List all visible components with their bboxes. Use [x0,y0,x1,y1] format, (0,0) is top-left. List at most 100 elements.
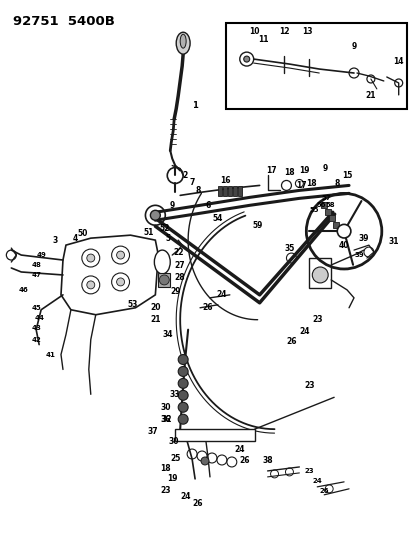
Circle shape [178,402,188,412]
Circle shape [178,378,188,389]
Text: 52: 52 [159,224,169,233]
Text: 23: 23 [303,381,314,390]
Text: 49: 49 [36,252,46,258]
Circle shape [337,224,350,238]
Text: 45: 45 [31,305,41,311]
Text: 39: 39 [358,233,368,243]
Text: 40: 40 [338,240,349,249]
Text: 43: 43 [31,325,41,330]
Text: 18: 18 [283,168,294,177]
Bar [325,209,330,215]
Text: 37: 37 [147,426,157,435]
Text: 18: 18 [159,464,170,473]
Circle shape [178,354,188,365]
Text: 3: 3 [52,236,57,245]
Bar [320,203,326,208]
Text: 14: 14 [392,56,403,66]
Text: 8: 8 [195,186,200,195]
Text: 92751  5400B: 92751 5400B [13,15,115,28]
Circle shape [201,457,209,465]
Text: 24: 24 [180,492,190,502]
Text: 47: 47 [31,272,41,278]
Bar [232,187,236,196]
Text: 24: 24 [216,290,227,300]
Text: 25: 25 [170,455,180,464]
Circle shape [178,390,188,400]
Text: 21: 21 [365,91,375,100]
Circle shape [116,251,124,259]
Text: 18: 18 [305,179,316,188]
Circle shape [243,56,249,62]
Text: 26: 26 [192,499,203,508]
Text: 41: 41 [46,352,56,358]
Bar [328,215,335,221]
Text: 39: 39 [353,252,363,258]
Circle shape [159,275,169,285]
Text: 31: 31 [387,237,398,246]
Text: 4: 4 [72,233,77,243]
Bar [175,429,254,441]
Ellipse shape [180,34,186,48]
Text: 34: 34 [163,330,173,339]
Text: 57: 57 [320,196,330,201]
Text: 23: 23 [311,315,322,324]
Text: 7: 7 [189,178,195,187]
Circle shape [87,254,95,262]
Text: 59: 59 [252,221,262,230]
Text: 30: 30 [169,437,179,446]
Text: 51: 51 [143,228,153,237]
Bar [332,222,338,228]
Text: 53: 53 [127,300,138,309]
Text: 1: 1 [192,101,197,110]
Text: 20: 20 [150,303,160,312]
Text: 23: 23 [160,486,170,495]
Text: 32: 32 [161,415,171,424]
Text: 55: 55 [309,207,318,213]
Ellipse shape [154,250,170,274]
Text: 46: 46 [18,287,28,293]
Text: 2: 2 [182,171,188,180]
Bar [227,187,231,196]
Text: 28: 28 [174,273,185,282]
Text: 9: 9 [322,164,327,173]
Polygon shape [61,235,158,315]
Text: 35: 35 [284,244,294,253]
Text: 26: 26 [239,456,249,465]
Bar [158,273,170,287]
Circle shape [311,267,328,283]
Circle shape [116,278,124,286]
Text: 30: 30 [160,403,170,412]
Bar [237,187,241,196]
Text: 36: 36 [160,415,170,424]
Text: 54: 54 [212,214,223,223]
Text: 44: 44 [34,314,44,321]
Text: 15: 15 [341,171,351,180]
Text: 24: 24 [234,445,244,454]
Text: 26: 26 [319,488,328,494]
Text: 38: 38 [262,456,272,465]
Text: 16: 16 [220,176,230,185]
Text: 26: 26 [202,303,213,312]
Text: 33: 33 [170,390,180,399]
Bar [217,187,221,196]
Text: 26: 26 [285,337,296,346]
Text: 21: 21 [150,315,160,324]
Text: 23: 23 [304,468,313,474]
Text: 19: 19 [166,474,177,483]
Text: 48: 48 [31,262,41,268]
Text: 17: 17 [295,181,306,190]
Bar [222,187,226,196]
Text: 27: 27 [174,261,185,270]
Text: 24: 24 [298,327,309,336]
Text: 17: 17 [266,166,276,175]
Text: 19: 19 [298,166,309,175]
Text: 12: 12 [278,27,289,36]
Circle shape [87,281,95,289]
Text: 24: 24 [312,478,321,484]
Text: 56: 56 [316,203,325,208]
Text: 8: 8 [334,179,339,188]
Text: 9: 9 [351,42,356,51]
Text: 10: 10 [249,27,259,36]
Text: 11: 11 [258,35,268,44]
Text: 29: 29 [170,287,180,296]
